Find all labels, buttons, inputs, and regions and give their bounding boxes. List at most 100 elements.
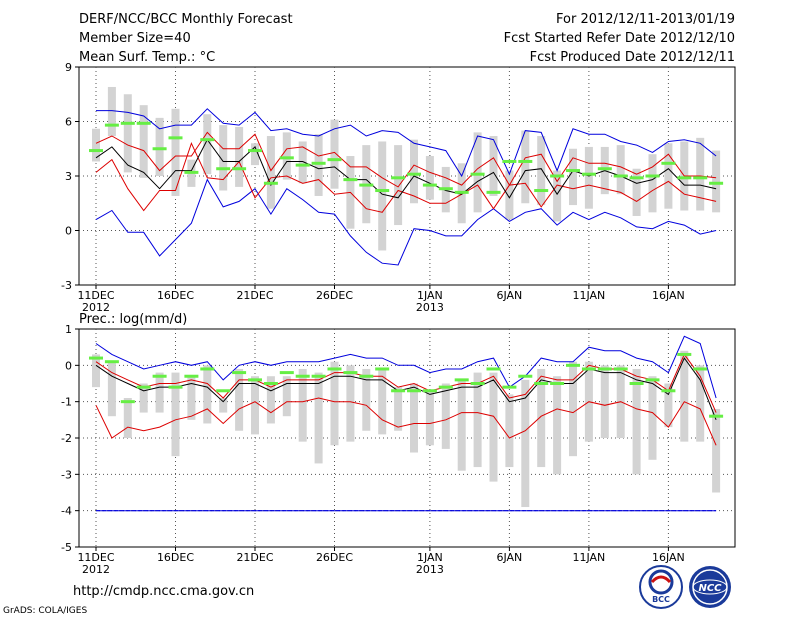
median-marker xyxy=(263,382,278,385)
series-lower-line xyxy=(95,141,717,213)
median-marker xyxy=(438,187,453,191)
median-marker xyxy=(566,363,580,367)
median-marker xyxy=(391,176,406,180)
iqr-box xyxy=(616,145,625,195)
series-mean-line xyxy=(95,138,717,199)
x-tick-year-label: 2013 xyxy=(416,563,444,576)
x-tick-label: 16JAN xyxy=(652,551,685,564)
iqr-box xyxy=(712,408,721,493)
iqr-box xyxy=(712,150,721,213)
median-marker xyxy=(327,367,342,371)
precip-chart-title: Prec.: log(mm/d) xyxy=(79,312,187,327)
median-marker xyxy=(200,367,215,371)
median-marker xyxy=(375,367,390,371)
median-marker xyxy=(343,178,358,182)
median-marker xyxy=(518,374,533,378)
iqr-box xyxy=(330,361,339,446)
iqr-box xyxy=(155,117,164,176)
median-marker xyxy=(677,176,692,180)
iqr-box xyxy=(410,139,418,204)
iqr-box xyxy=(537,136,546,206)
x-tick-label: 1JAN xyxy=(417,551,443,564)
iqr-box xyxy=(696,137,705,211)
iqr-box xyxy=(219,398,228,413)
x-tick-label: 11DEC xyxy=(77,551,114,564)
median-marker xyxy=(391,389,406,393)
y-tick-label: 0 xyxy=(65,225,72,238)
median-marker xyxy=(152,147,167,151)
median-marker xyxy=(454,378,469,382)
median-marker xyxy=(263,181,278,185)
iqr-box xyxy=(139,105,148,178)
median-marker xyxy=(709,181,724,185)
series-upper-line xyxy=(95,131,717,188)
iqr-box xyxy=(251,376,259,435)
iqr-box xyxy=(203,114,212,175)
y-tick-label: -3 xyxy=(61,468,72,481)
iqr-box xyxy=(537,368,546,468)
median-marker xyxy=(693,176,708,180)
iqr-box xyxy=(235,126,244,187)
series-min-line xyxy=(95,178,717,266)
median-marker xyxy=(613,174,628,178)
median-marker xyxy=(502,159,517,163)
y-tick-label: -5 xyxy=(61,541,72,554)
iqr-box xyxy=(521,130,530,204)
median-marker xyxy=(89,149,103,153)
iqr-box xyxy=(298,141,307,184)
iqr-box xyxy=(425,156,434,200)
median-marker xyxy=(295,163,310,167)
median-marker xyxy=(709,414,724,418)
iqr-box xyxy=(473,372,482,468)
iqr-box xyxy=(664,143,673,209)
iqr-box xyxy=(410,383,418,453)
y-tick-label: 6 xyxy=(65,116,72,129)
median-marker xyxy=(597,167,612,171)
median-marker xyxy=(375,189,390,193)
median-marker xyxy=(295,374,310,378)
iqr-box xyxy=(282,132,291,180)
median-marker xyxy=(120,121,135,125)
iqr-box xyxy=(282,376,291,417)
iqr-box xyxy=(219,125,228,191)
median-marker xyxy=(407,389,421,393)
iqr-box xyxy=(394,387,403,431)
iqr-box xyxy=(107,86,116,137)
median-marker xyxy=(534,189,549,193)
footer-credit: GrADS: COLA/IGES xyxy=(3,606,87,616)
median-marker xyxy=(120,400,135,404)
median-marker xyxy=(677,352,692,356)
header-produced-date: Fcst Produced Date 2012/12/11 xyxy=(530,50,735,65)
iqr-box xyxy=(457,379,466,471)
iqr-box xyxy=(123,94,132,173)
iqr-box xyxy=(425,390,434,446)
series-lower-line xyxy=(95,397,717,446)
iqr-box xyxy=(632,368,641,475)
x-tick-label: 21DEC xyxy=(236,551,273,564)
iqr-box xyxy=(489,372,498,482)
iqr-box xyxy=(441,383,450,449)
iqr-box xyxy=(521,379,530,508)
footer-url[interactable]: http://cmdp.ncc.cma.gov.cn xyxy=(73,584,254,599)
iqr-box xyxy=(330,119,339,189)
x-tick-label: 11JAN xyxy=(572,551,605,564)
iqr-box xyxy=(123,398,132,438)
median-marker xyxy=(359,183,374,187)
iqr-box xyxy=(664,383,673,428)
series-max-line xyxy=(95,335,717,399)
median-marker xyxy=(168,385,183,389)
x-tick-label: 26DEC xyxy=(316,289,353,302)
x-tick-year-label: 2012 xyxy=(82,301,110,314)
median-marker xyxy=(184,170,199,174)
median-marker xyxy=(200,138,215,142)
median-marker xyxy=(566,169,580,173)
median-marker xyxy=(89,356,103,360)
header-start-date: Fcst Started Refer Date 2012/12/10 xyxy=(504,31,735,46)
iqr-box xyxy=(378,141,387,251)
median-marker xyxy=(486,190,501,194)
median-marker xyxy=(311,374,326,378)
median-marker xyxy=(581,367,596,371)
median-marker xyxy=(518,159,533,163)
